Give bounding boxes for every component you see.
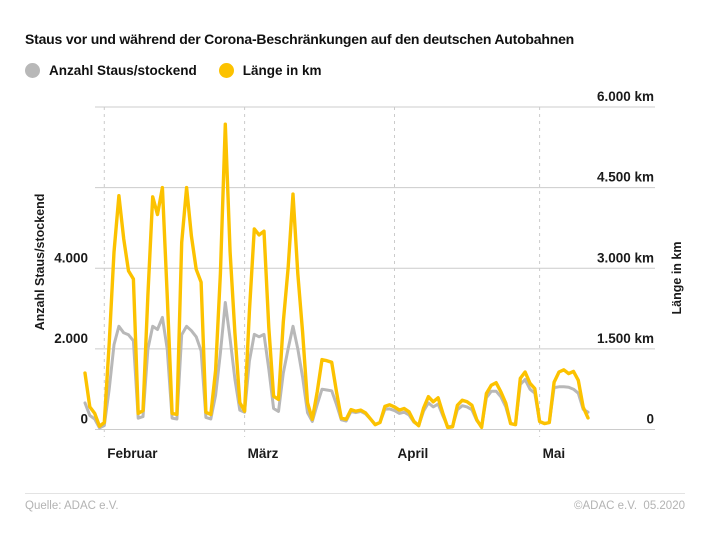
x-tick-label: Mai [543, 446, 566, 461]
x-tick-label: März [248, 446, 279, 461]
y-left-tick-label: 2.000 [54, 331, 88, 346]
x-tick-label: Februar [107, 446, 158, 461]
y-right-axis-title: Länge in km [670, 242, 684, 315]
y-right-tick-label: 6.000 km [597, 89, 654, 104]
series-line-laenge-km [83, 122, 590, 430]
legend: Anzahl Staus/stockend Länge in km [25, 63, 322, 78]
y-left-tick-label: 0 [80, 412, 88, 427]
legend-item-anzahl: Anzahl Staus/stockend [25, 63, 197, 78]
y-right-tick-label: 1.500 km [597, 331, 654, 346]
page-title: Staus vor und während der Corona-Beschrä… [25, 31, 575, 47]
legend-dot-yellow-icon [218, 63, 234, 78]
legend-item-laenge: Länge in km [218, 63, 322, 78]
footer-divider [25, 493, 685, 494]
source-credit: Quelle: ADAC e.V. [25, 500, 119, 512]
y-left-axis-title: Anzahl Staus/stockend [33, 194, 47, 331]
footer: Quelle: ADAC e.V. ©ADAC e.V. 05.2020 [25, 500, 685, 512]
y-right-tick-label: 3.000 km [597, 250, 654, 265]
y-right-tick-label: 0 [646, 412, 654, 427]
legend-label-laenge: Länge in km [242, 63, 322, 78]
legend-dot-gray-icon [25, 63, 40, 78]
y-right-tick-label: 4.500 km [597, 170, 654, 185]
legend-label-anzahl: Anzahl Staus/stockend [49, 63, 197, 78]
x-tick-label: April [398, 446, 429, 461]
y-left-tick-label: 4.000 [54, 250, 88, 265]
series-line-anzahl-staus [83, 301, 590, 430]
copyright: ©ADAC e.V. 05.2020 [574, 500, 685, 512]
